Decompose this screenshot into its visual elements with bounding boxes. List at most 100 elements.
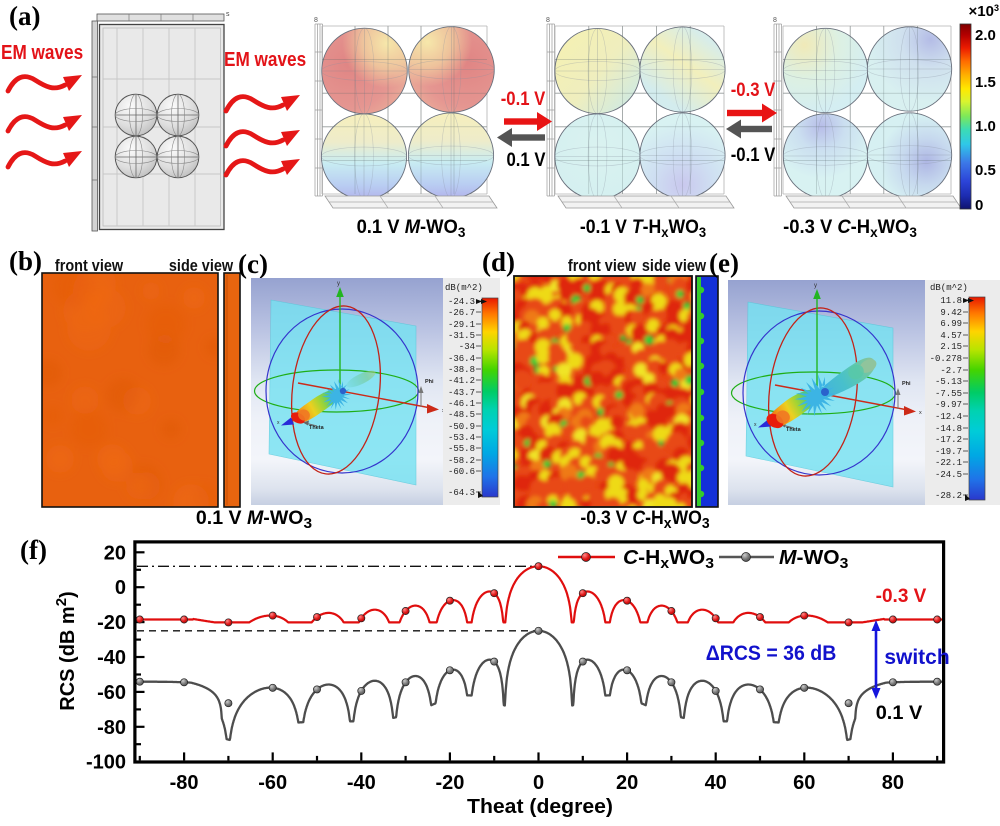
svg-text:x: x (754, 422, 757, 428)
svg-text:8: 8 (546, 17, 550, 24)
svg-text:-20: -20 (97, 612, 126, 634)
svg-text:6.99: 6.99 (940, 319, 962, 329)
svg-text:dB(m^2): dB(m^2) (930, 283, 968, 293)
svg-text:0: 0 (533, 772, 544, 794)
svg-text:-41.2: -41.2 (448, 376, 475, 386)
svg-text:switch: switch (884, 646, 949, 669)
svg-text:EM waves: EM waves (224, 48, 306, 71)
svg-text:C-HxWO3: C-HxWO3 (623, 546, 714, 571)
svg-text:-80: -80 (170, 772, 199, 794)
svg-text:front view: front view (568, 257, 637, 275)
svg-text:-34: -34 (459, 342, 475, 352)
svg-text:2.15: 2.15 (940, 342, 962, 352)
svg-text:0.1 V M-WO3: 0.1 V M-WO3 (196, 508, 312, 532)
svg-text:8: 8 (314, 17, 318, 24)
svg-text:0.1 V: 0.1 V (876, 702, 923, 723)
svg-text:-58.2: -58.2 (448, 456, 475, 466)
svg-text:-0.3 V: -0.3 V (731, 79, 776, 100)
svg-text:-5.13: -5.13 (935, 377, 962, 387)
svg-text:-20: -20 (435, 772, 464, 794)
svg-text:80: 80 (882, 772, 904, 794)
svg-text:-2.7: -2.7 (940, 366, 962, 376)
svg-text:2.0: 2.0 (975, 27, 996, 44)
svg-text:-17.2: -17.2 (935, 435, 962, 445)
svg-text:-46.1: -46.1 (448, 399, 475, 409)
svg-text:-22.1: -22.1 (935, 458, 962, 468)
svg-text:-36.4: -36.4 (448, 354, 475, 364)
svg-text:x: x (277, 420, 280, 426)
svg-text:-60.6: -60.6 (448, 467, 475, 477)
svg-text:Phi: Phi (425, 379, 434, 385)
svg-text:1.0: 1.0 (975, 118, 996, 135)
svg-text:side view: side view (169, 257, 234, 275)
svg-text:-60: -60 (258, 772, 287, 794)
svg-text:-28.2: -28.2 (935, 491, 962, 501)
svg-text:(a): (a) (9, 1, 40, 31)
svg-text:20: 20 (616, 772, 638, 794)
svg-text:ΔRCS = 36 dB: ΔRCS = 36 dB (706, 642, 837, 665)
svg-text:11.8: 11.8 (940, 296, 962, 306)
svg-text:40: 40 (705, 772, 727, 794)
svg-text:0.1 V: 0.1 V (506, 149, 545, 170)
svg-text:×103: ×103 (969, 3, 999, 20)
svg-text:-64.3: -64.3 (448, 488, 475, 498)
svg-text:-7.55: -7.55 (935, 389, 962, 399)
svg-text:-50.9: -50.9 (448, 422, 475, 432)
svg-text:-29.1: -29.1 (448, 320, 475, 330)
svg-text:-0.3 V C-HxWO3: -0.3 V C-HxWO3 (580, 506, 709, 532)
svg-text:(c): (c) (238, 249, 268, 279)
svg-text:EM waves: EM waves (1, 41, 83, 64)
svg-text:-24.5: -24.5 (935, 470, 962, 480)
svg-text:Theta: Theta (786, 427, 802, 433)
svg-text:0.5: 0.5 (975, 162, 996, 179)
svg-text:-9.97: -9.97 (935, 400, 962, 410)
svg-text:Theat (degree): Theat (degree) (467, 796, 613, 818)
svg-text:front view: front view (55, 257, 124, 275)
svg-text:-55.8: -55.8 (448, 444, 475, 454)
svg-text:Phi: Phi (902, 381, 911, 387)
svg-text:20: 20 (104, 542, 126, 564)
svg-text:RCS (dB m2): RCS (dB m2) (53, 591, 80, 710)
svg-text:-0.3 V: -0.3 V (876, 586, 927, 607)
svg-text:60: 60 (793, 772, 815, 794)
svg-text:0.1 V M-WO3: 0.1 V M-WO3 (357, 216, 466, 240)
svg-text:Theta: Theta (309, 425, 325, 431)
svg-text:M-WO3: M-WO3 (779, 546, 848, 571)
svg-text:-0.1 V: -0.1 V (731, 144, 776, 165)
svg-text:0: 0 (115, 577, 126, 599)
svg-text:-38.8: -38.8 (448, 365, 475, 375)
svg-text:4.57: 4.57 (940, 331, 962, 341)
svg-text:9.42: 9.42 (940, 308, 962, 318)
svg-text:-80: -80 (97, 717, 126, 739)
svg-text:-40: -40 (97, 647, 126, 669)
svg-text:-53.4: -53.4 (448, 433, 475, 443)
svg-text:8: 8 (773, 17, 777, 24)
svg-text:dB(m^2): dB(m^2) (445, 283, 483, 293)
svg-text:-26.7: -26.7 (448, 308, 475, 318)
svg-text:-60: -60 (97, 682, 126, 704)
svg-text:(e): (e) (709, 248, 739, 278)
svg-text:-43.7: -43.7 (448, 388, 475, 398)
svg-text:(b): (b) (9, 246, 42, 276)
svg-text:y: y (337, 281, 340, 287)
svg-text:s: s (226, 11, 230, 18)
svg-text:-40: -40 (347, 772, 376, 794)
svg-text:-31.5: -31.5 (448, 331, 475, 341)
svg-text:-100: -100 (86, 752, 126, 774)
svg-text:-12.4: -12.4 (935, 412, 962, 422)
svg-text:-0.3 V C-HxWO3: -0.3 V C-HxWO3 (783, 216, 917, 240)
svg-text:-48.5: -48.5 (448, 410, 475, 420)
svg-text:-14.8: -14.8 (935, 424, 962, 434)
svg-text:-0.1 V T-HxWO3: -0.1 V T-HxWO3 (580, 215, 707, 240)
svg-text:y: y (814, 283, 817, 289)
svg-text:(f): (f) (20, 535, 47, 565)
svg-text:-0.278: -0.278 (930, 354, 962, 364)
svg-text:-0.1 V: -0.1 V (501, 88, 546, 109)
svg-text:-24.3: -24.3 (448, 297, 475, 307)
svg-text:-19.7: -19.7 (935, 447, 962, 457)
svg-text:side view: side view (642, 257, 707, 275)
svg-text:x: x (919, 410, 922, 416)
svg-text:0: 0 (975, 197, 983, 214)
svg-text:1.5: 1.5 (975, 74, 996, 91)
svg-text:(d): (d) (482, 247, 515, 277)
